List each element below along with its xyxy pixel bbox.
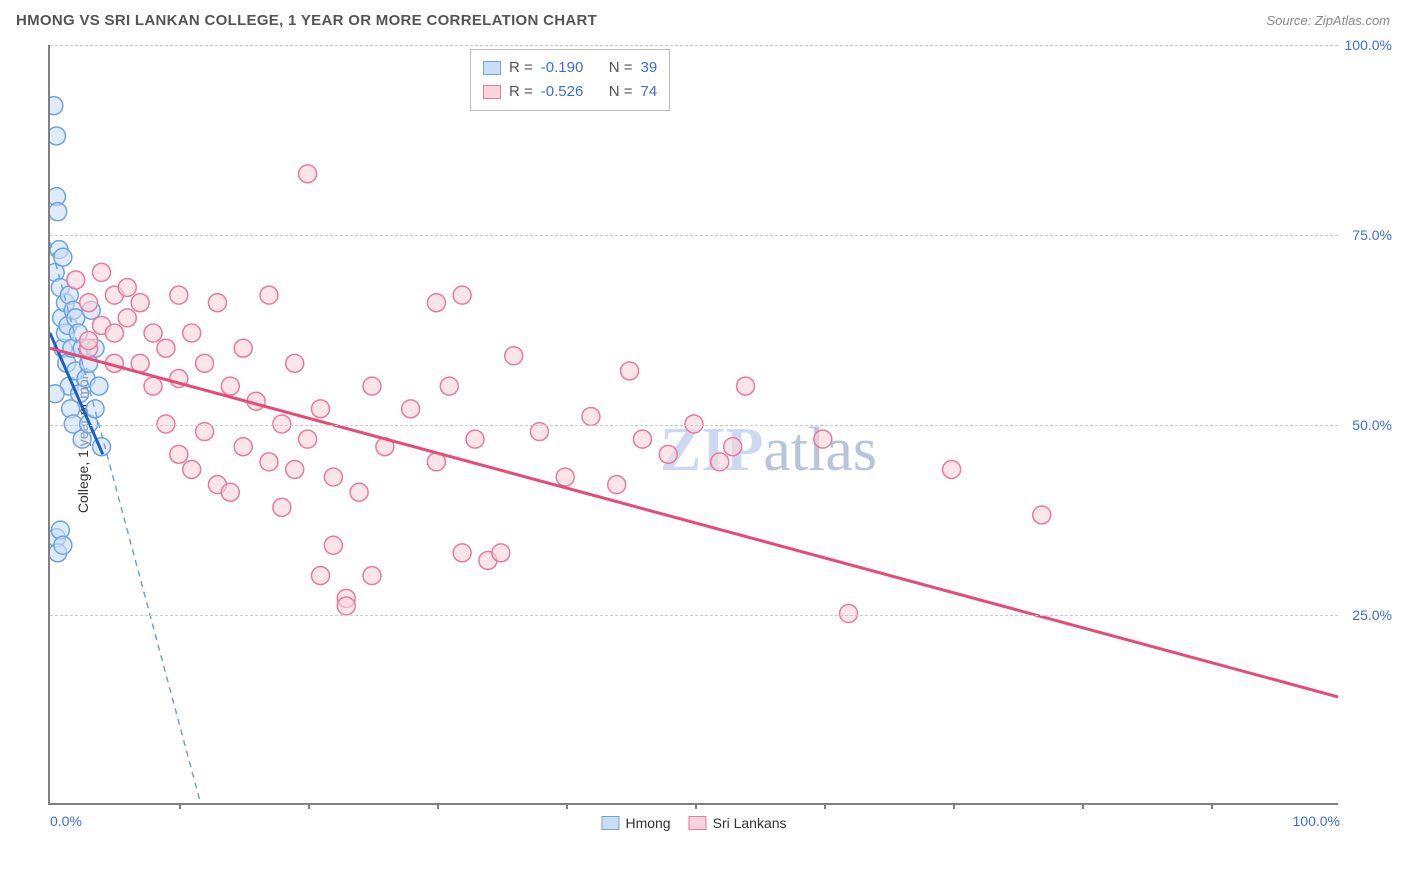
legend-label-hmong: Hmong (625, 815, 670, 831)
swatch-srilankan (483, 85, 501, 99)
n-value-hmong: 39 (641, 56, 658, 80)
x-tick (695, 803, 697, 809)
legend-series: Hmong Sri Lankans (601, 815, 786, 831)
legend-row-srilankan: R = -0.526 N = 74 (483, 80, 657, 104)
plot-svg (50, 45, 1338, 803)
legend-label-srilankan: Sri Lankans (713, 815, 787, 831)
x-tick (308, 803, 310, 809)
x-tick (437, 803, 439, 809)
y-tick-label: 50.0% (1352, 417, 1392, 433)
legend-correlation: R = -0.190 N = 39 R = -0.526 N = 74 (470, 49, 670, 111)
gridline-h (50, 615, 1338, 616)
x-tick (824, 803, 826, 809)
gridline-h (50, 235, 1338, 236)
swatch-srilankan-icon (689, 816, 707, 830)
gridline-h (50, 425, 1338, 426)
plot: ZIPatlas R = -0.190 N = 39 R = -0.526 N … (48, 45, 1338, 805)
swatch-hmong (483, 61, 501, 75)
chart-area: College, 1 year or more ZIPatlas R = -0.… (38, 45, 1390, 835)
swatch-hmong-icon (601, 816, 619, 830)
r-label: R = (509, 56, 533, 80)
x-tick (1211, 803, 1213, 809)
n-value-srilankan: 74 (641, 80, 658, 104)
y-tick-label: 25.0% (1352, 607, 1392, 623)
legend-row-hmong: R = -0.190 N = 39 (483, 56, 657, 80)
x-tick (179, 803, 181, 809)
x-tick (953, 803, 955, 809)
r-label: R = (509, 80, 533, 104)
r-value-srilankan: -0.526 (541, 80, 601, 104)
x-tick (1082, 803, 1084, 809)
n-label: N = (609, 56, 633, 80)
r-value-hmong: -0.190 (541, 56, 601, 80)
chart-title: HMONG VS SRI LANKAN COLLEGE, 1 YEAR OR M… (16, 12, 597, 29)
legend-item-srilankan: Sri Lankans (689, 815, 787, 831)
legend-item-hmong: Hmong (601, 815, 670, 831)
y-tick-label: 100.0% (1345, 37, 1392, 53)
n-label: N = (609, 80, 633, 104)
source-link[interactable]: Source: ZipAtlas.com (1266, 13, 1390, 28)
gridline-h (50, 45, 1338, 46)
x-tick-label: 0.0% (50, 813, 82, 829)
y-tick-label: 75.0% (1352, 227, 1392, 243)
x-tick (566, 803, 568, 809)
x-tick-label: 100.0% (1293, 813, 1340, 829)
